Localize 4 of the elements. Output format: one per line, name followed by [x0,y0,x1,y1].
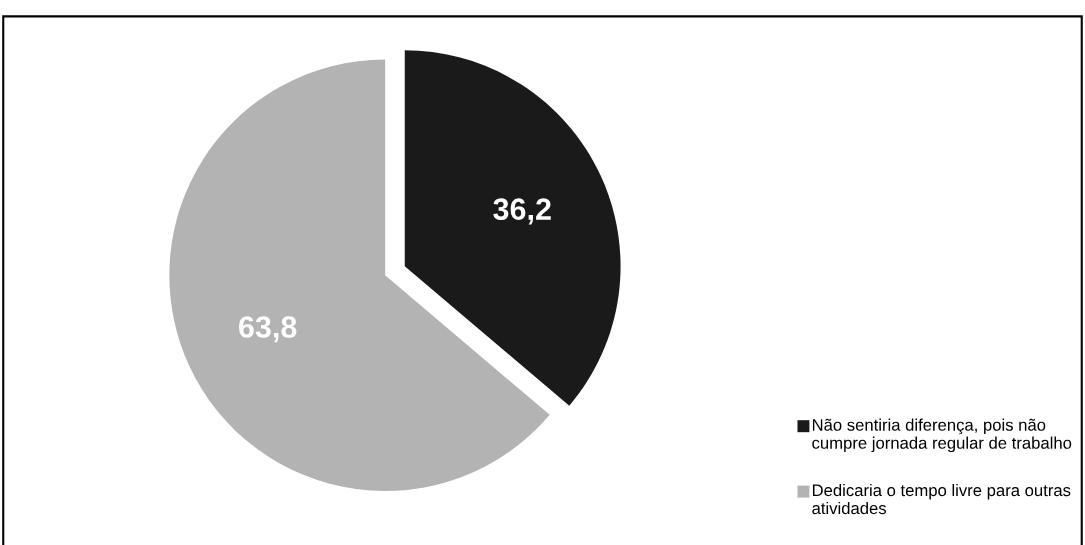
legend-label: Dedicaria o tempo livre para outras atividades [812,483,1071,515]
legend-label: Não sentiria diferença, pois não cumpre jornada regular de trabalho [812,418,1072,453]
data-label: 63,8 [239,316,297,343]
data-label: 36,2 [493,198,551,225]
